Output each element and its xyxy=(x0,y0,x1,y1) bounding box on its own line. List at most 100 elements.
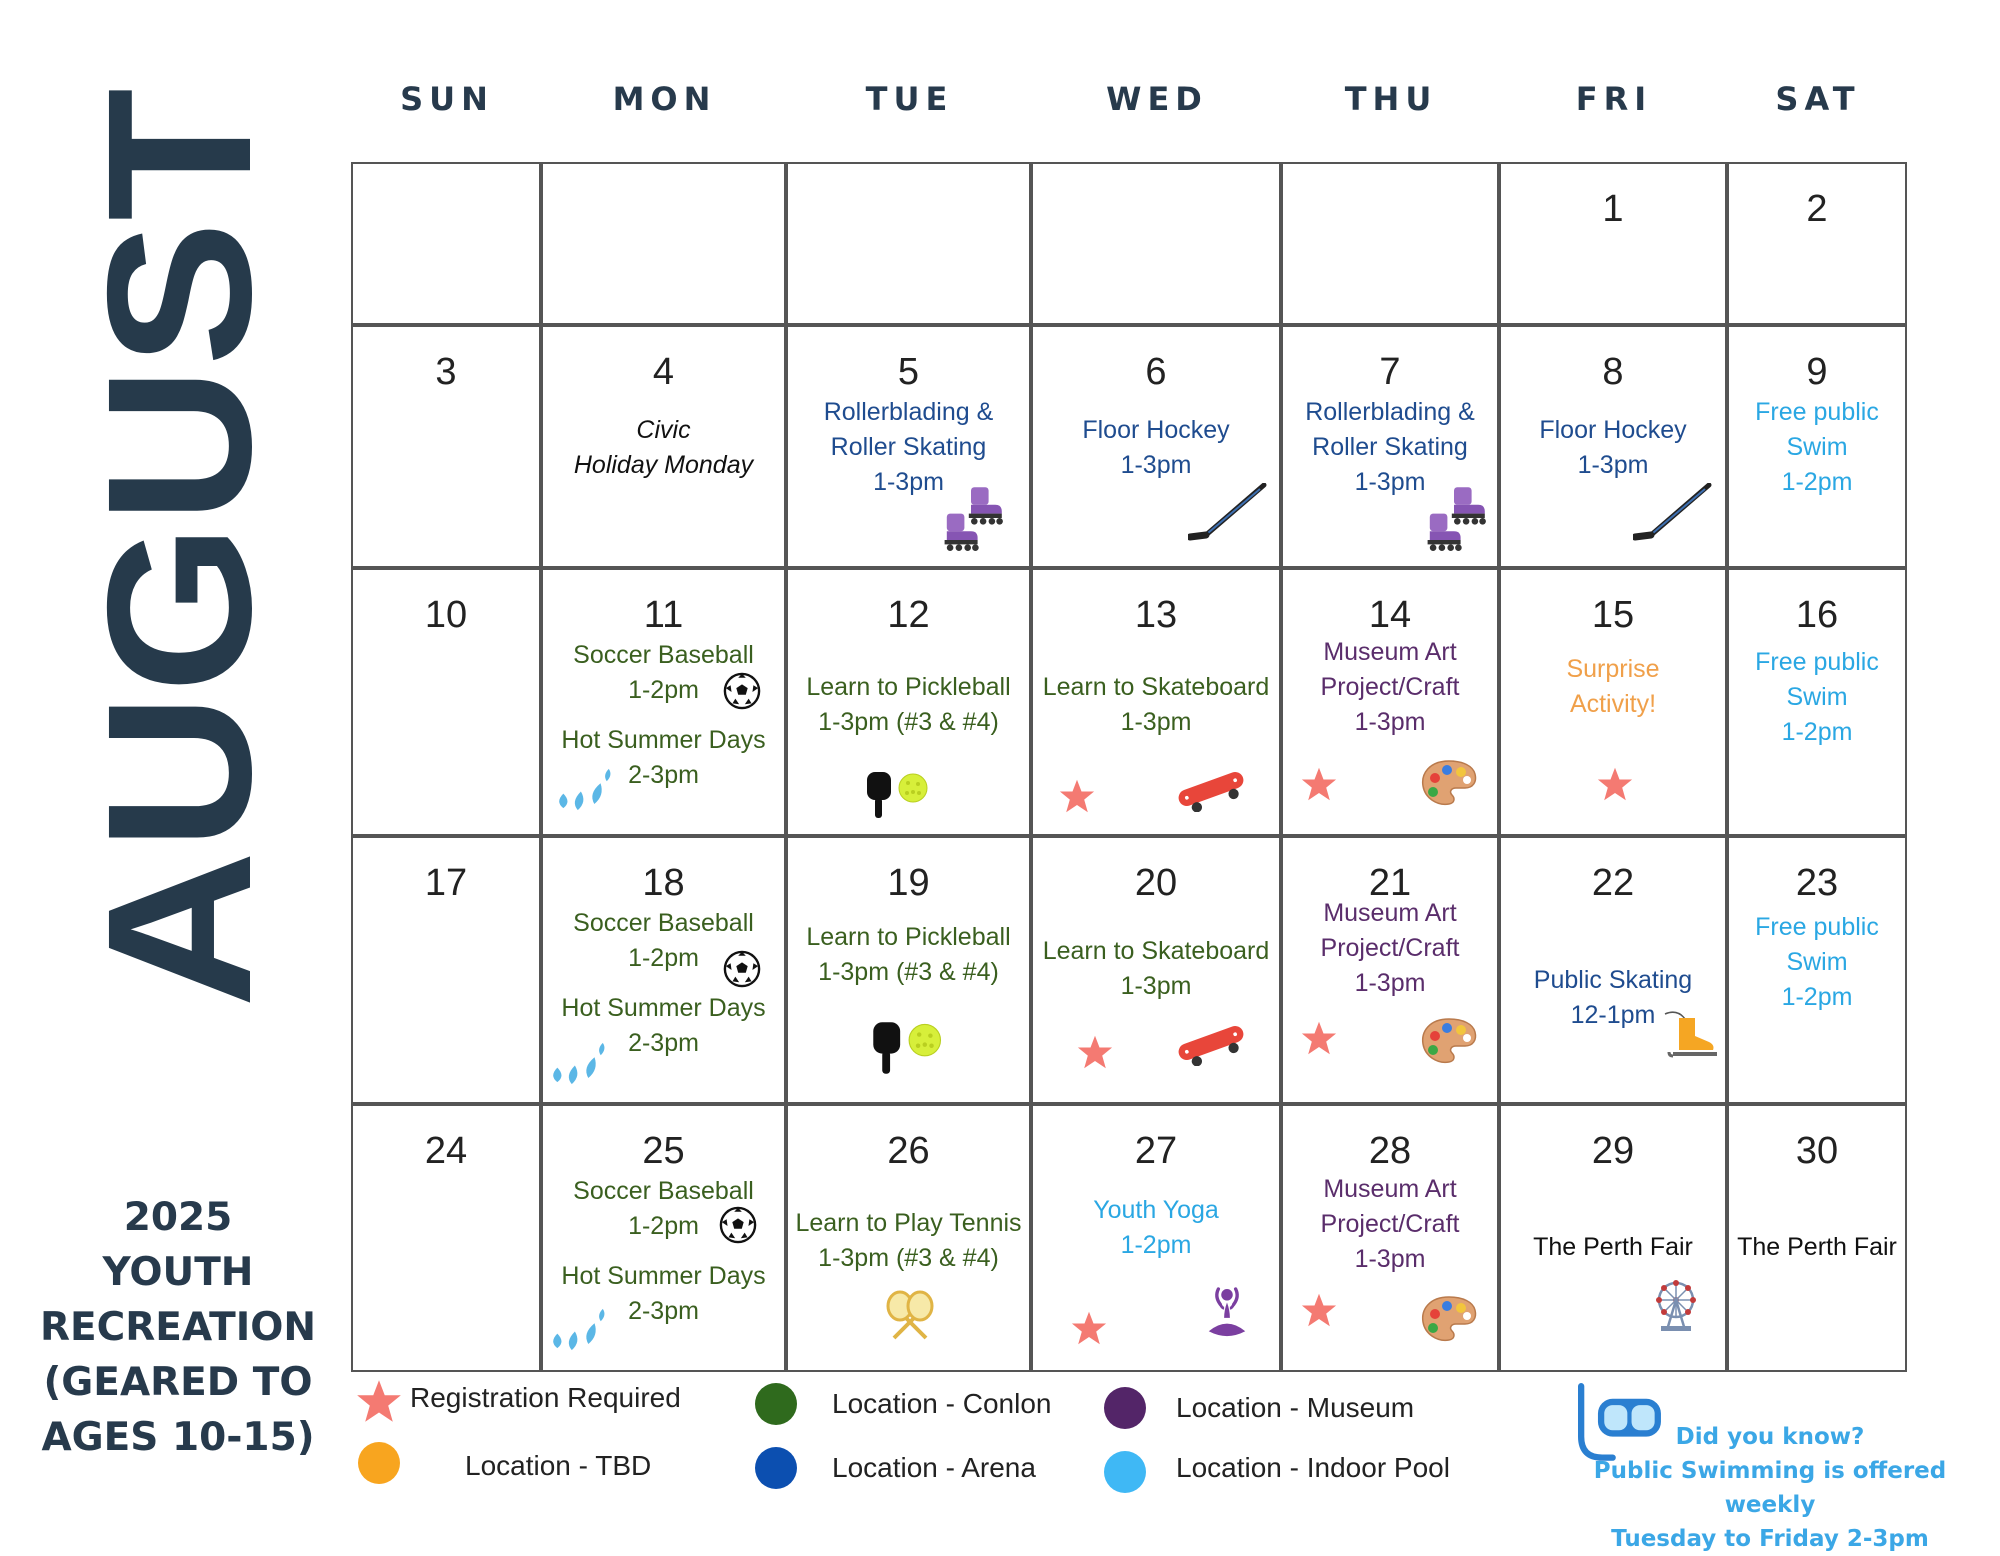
roller-skates-icon xyxy=(938,485,1004,551)
event-time: 1-3pm xyxy=(1354,1245,1426,1273)
event-tennis: Learn to Play Tennis xyxy=(795,1209,1022,1237)
event-time: 1-3pm (#3 & #4) xyxy=(818,708,999,736)
water-drops-icon xyxy=(553,766,615,814)
day-number: 14 xyxy=(1368,594,1412,636)
day-cell-17[interactable]: 17 xyxy=(351,836,541,1104)
day-number: 20 xyxy=(1134,862,1178,904)
day-cell-29[interactable]: 29 The Perth Fair xyxy=(1499,1104,1727,1372)
day-number: 16 xyxy=(1795,594,1839,636)
legend-location-tbd: Location - TBD xyxy=(465,1450,652,1481)
paint-palette-icon xyxy=(1419,1016,1479,1066)
legend-location-museum: Location - Museum xyxy=(1176,1392,1415,1423)
day-cell-16[interactable]: 16 Free public Swim 1-2pm xyxy=(1727,568,1907,836)
day-cell-3[interactable]: 3 xyxy=(351,325,541,568)
star-icon xyxy=(1301,766,1337,802)
paint-palette-icon xyxy=(1419,758,1479,808)
day-cell-13[interactable]: 13 Learn to Skateboard 1-3pm xyxy=(1031,568,1281,836)
tip-line-weekly: Public Swimming is offered weekly xyxy=(1593,1458,1947,1518)
event-time: 2-3pm xyxy=(628,1029,699,1057)
day-cell-22[interactable]: 22 Public Skating 12-1pm xyxy=(1499,836,1727,1104)
day-number: 11 xyxy=(643,594,684,636)
day-cell-19[interactable]: 19 Learn to Pickleball 1-3pm (#3 & #4) xyxy=(786,836,1031,1104)
event-free-swim-line1: Free public xyxy=(1755,648,1879,676)
day-number: 21 xyxy=(1368,862,1412,904)
day-cell-23[interactable]: 23 Free public Swim 1-2pm xyxy=(1727,836,1907,1104)
legend-dot-pool xyxy=(1104,1451,1146,1493)
event-skateboard: Learn to Skateboard xyxy=(1042,937,1270,965)
day-cell-8[interactable]: 8 Floor Hockey 1-3pm xyxy=(1499,325,1727,568)
event-time: 1-3pm (#3 & #4) xyxy=(818,1244,999,1272)
day-cell-26[interactable]: 26 Learn to Play Tennis 1-3pm (#3 & #4) xyxy=(786,1104,1031,1372)
weekday-wed: WED xyxy=(1106,80,1208,118)
day-number: 3 xyxy=(435,351,457,393)
day-cell-11[interactable]: 11 Soccer Baseball 1-2pm Hot Summer Days… xyxy=(541,568,786,836)
legend-registration-required: Registration Required xyxy=(410,1382,681,1413)
day-cell-28[interactable]: 28 Museum Art Project/Craft 1-3pm xyxy=(1281,1104,1499,1372)
event-time: 1-2pm xyxy=(628,1212,699,1240)
program-line-youth: YOUTH xyxy=(102,1250,254,1295)
tip-title: Did you know? xyxy=(1675,1424,1865,1450)
hockey-stick-icon xyxy=(1633,483,1713,543)
day-cell-5[interactable]: 5 Rollerblading & Roller Skating 1-3pm xyxy=(786,325,1031,568)
day-cell-15[interactable]: 15 Surprise Activity! xyxy=(1499,568,1727,836)
day-cell-4[interactable]: 4 Civic Holiday Monday xyxy=(541,325,786,568)
event-soccer-baseball: Soccer Baseball xyxy=(573,1177,754,1205)
day-cell-2[interactable]: 2 xyxy=(1727,162,1907,325)
day-cell-21[interactable]: 21 Museum Art Project/Craft 1-3pm xyxy=(1281,836,1499,1104)
skateboard-icon xyxy=(1175,766,1247,812)
day-cell-12[interactable]: 12 Learn to Pickleball 1-3pm (#3 & #4) xyxy=(786,568,1031,836)
event-time: 1-3pm xyxy=(1120,972,1192,1000)
day-cell-9[interactable]: 9 Free public Swim 1-2pm xyxy=(1727,325,1907,568)
day-cell-7[interactable]: 7 Rollerblading & Roller Skating 1-3pm xyxy=(1281,325,1499,568)
event-time: 1-2pm xyxy=(1781,718,1853,746)
day-cell-6[interactable]: 6 Floor Hockey 1-3pm xyxy=(1031,325,1281,568)
event-time: 1-3pm xyxy=(1354,708,1426,736)
day-number: 17 xyxy=(424,862,468,904)
day-cell-empty xyxy=(1281,162,1499,325)
event-time: 2-3pm xyxy=(628,761,699,789)
event-time: 1-3pm xyxy=(1120,708,1192,736)
event-museum-art-line2: Project/Craft xyxy=(1320,673,1460,701)
soccer-ball-icon xyxy=(723,672,761,710)
event-free-swim-line1: Free public xyxy=(1755,398,1879,426)
day-cell-10[interactable]: 10 xyxy=(351,568,541,836)
weekday-sun: SUN xyxy=(400,80,494,118)
day-cell-24[interactable]: 24 xyxy=(351,1104,541,1372)
event-rollerblading-line2: Roller Skating xyxy=(1312,433,1468,461)
day-cell-25[interactable]: 25 Soccer Baseball 1-2pm Hot Summer Days… xyxy=(541,1104,786,1372)
day-cell-empty xyxy=(541,162,786,325)
event-pickleball: Learn to Pickleball xyxy=(806,673,1011,701)
event-time: 1-3pm xyxy=(1354,468,1426,496)
day-number: 18 xyxy=(642,862,685,904)
event-skateboard: Learn to Skateboard xyxy=(1042,673,1270,701)
event-surprise-line2: Activity! xyxy=(1569,690,1657,718)
skateboard-icon xyxy=(1175,1020,1247,1066)
day-cell-30[interactable]: 30 The Perth Fair xyxy=(1727,1104,1907,1372)
day-cell-empty xyxy=(351,162,541,325)
weekday-tue: TUE xyxy=(865,80,954,118)
did-you-know-note: Did you know? Public Swimming is offered… xyxy=(1560,1420,1980,1556)
day-cell-27[interactable]: 27 Youth Yoga 1-2pm xyxy=(1031,1104,1281,1372)
calendar-grid: 1 2 3 4 Civic Holiday Monday 5 Rollerbla… xyxy=(351,162,1907,1372)
event-rollerblading-line2: Roller Skating xyxy=(830,433,987,461)
event-time: 1-3pm xyxy=(1354,969,1426,997)
event-museum-art-line2: Project/Craft xyxy=(1320,934,1460,962)
program-year: 2025 xyxy=(123,1195,233,1240)
soccer-ball-icon xyxy=(723,950,761,988)
day-cell-14[interactable]: 14 Museum Art Project/Craft 1-3pm xyxy=(1281,568,1499,836)
day-number: 19 xyxy=(887,862,930,904)
program-line-ages: AGES 10-15) xyxy=(41,1415,315,1460)
star-icon xyxy=(1077,1034,1113,1070)
event-floor-hockey: Floor Hockey xyxy=(1082,416,1230,444)
day-number: 10 xyxy=(424,594,468,636)
star-icon xyxy=(1059,778,1095,814)
day-cell-empty xyxy=(786,162,1031,325)
day-number: 29 xyxy=(1591,1130,1635,1172)
event-time: 12-1pm xyxy=(1570,1001,1656,1029)
weekday-sat: SAT xyxy=(1775,80,1861,118)
day-cell-20[interactable]: 20 Learn to Skateboard 1-3pm xyxy=(1031,836,1281,1104)
day-number: 7 xyxy=(1379,351,1401,393)
day-cell-18[interactable]: 18 Soccer Baseball 1-2pm Hot Summer Days… xyxy=(541,836,786,1104)
ice-skate-icon xyxy=(1659,1006,1719,1066)
day-cell-1[interactable]: 1 xyxy=(1499,162,1727,325)
